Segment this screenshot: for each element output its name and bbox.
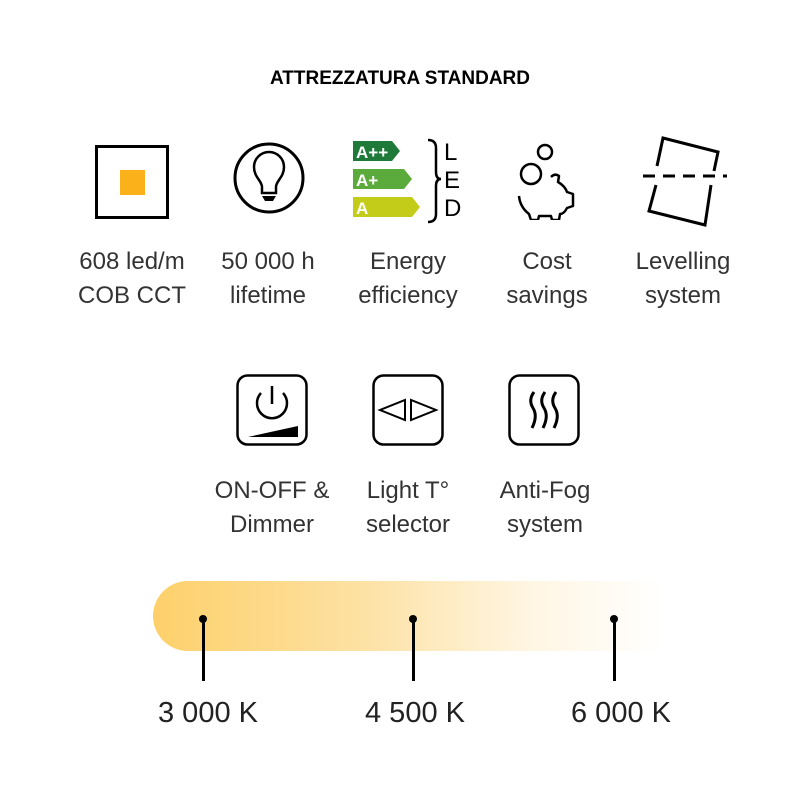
label-line-2: efficiency bbox=[358, 282, 458, 309]
label-line-1: Anti-Fog bbox=[499, 477, 591, 504]
levelling-icon bbox=[643, 136, 727, 227]
color-temperature-gradient-bar bbox=[153, 581, 663, 651]
feature-label-led: 608 led/m COB CCT bbox=[52, 245, 212, 313]
label-line-1: Cost bbox=[522, 248, 572, 275]
feature-label-lifetime: 50 000 h lifetime bbox=[188, 245, 348, 313]
led-letter-d: D bbox=[444, 195, 461, 222]
marker-line-4500k bbox=[412, 619, 415, 681]
feature-label-antifog: Anti-Fog system bbox=[465, 474, 625, 542]
label-line-1: 50 000 h bbox=[221, 248, 315, 275]
label-line-2: Dimmer bbox=[230, 511, 314, 538]
feature-label-selector: Light T° selector bbox=[328, 474, 488, 542]
label-line-1: 608 led/m bbox=[79, 248, 185, 275]
marker-label-3000k: 3 000 K bbox=[158, 697, 258, 729]
feature-label-levelling: Levelling system bbox=[603, 245, 763, 313]
label-line-2: system bbox=[644, 282, 721, 309]
label-line-2: lifetime bbox=[229, 282, 307, 309]
label-line-1: Levelling bbox=[635, 248, 731, 275]
piggy-bank-icon bbox=[517, 143, 575, 220]
energy-class-a: A bbox=[356, 199, 368, 218]
label-line-2: savings bbox=[506, 282, 588, 309]
feature-label-energy: Energy efficiency bbox=[328, 245, 488, 313]
feature-label-cost: Cost savings bbox=[467, 245, 627, 313]
lightbulb-icon bbox=[233, 142, 305, 214]
marker-line-3000k bbox=[202, 619, 205, 681]
energy-label-icon: A++ A+ A L E D bbox=[353, 138, 461, 224]
page-title: ATTREZZATURA STANDARD bbox=[270, 68, 530, 89]
temperature-selector-icon bbox=[372, 374, 444, 446]
led-letter-l: L bbox=[444, 139, 457, 166]
led-letter-e: E bbox=[444, 167, 460, 194]
label-line-2: COB CCT bbox=[78, 282, 186, 309]
energy-class-a-plus-plus: A++ bbox=[356, 143, 388, 162]
anti-fog-icon bbox=[508, 374, 580, 446]
label-line-1: Energy bbox=[369, 248, 447, 275]
label-line-2: selector bbox=[365, 511, 451, 538]
marker-label-6000k: 6 000 K bbox=[571, 697, 671, 729]
feature-label-dimmer: ON-OFF & Dimmer bbox=[192, 474, 352, 542]
energy-class-a-plus: A+ bbox=[356, 171, 378, 190]
power-dimmer-icon bbox=[236, 374, 308, 446]
marker-line-6000k bbox=[613, 619, 616, 681]
label-line-1: Light T° bbox=[366, 477, 450, 504]
marker-label-4500k: 4 500 K bbox=[365, 697, 465, 729]
label-line-1: ON-OFF & bbox=[214, 477, 330, 504]
label-line-2: system bbox=[506, 511, 583, 538]
led-square-icon bbox=[95, 145, 169, 219]
